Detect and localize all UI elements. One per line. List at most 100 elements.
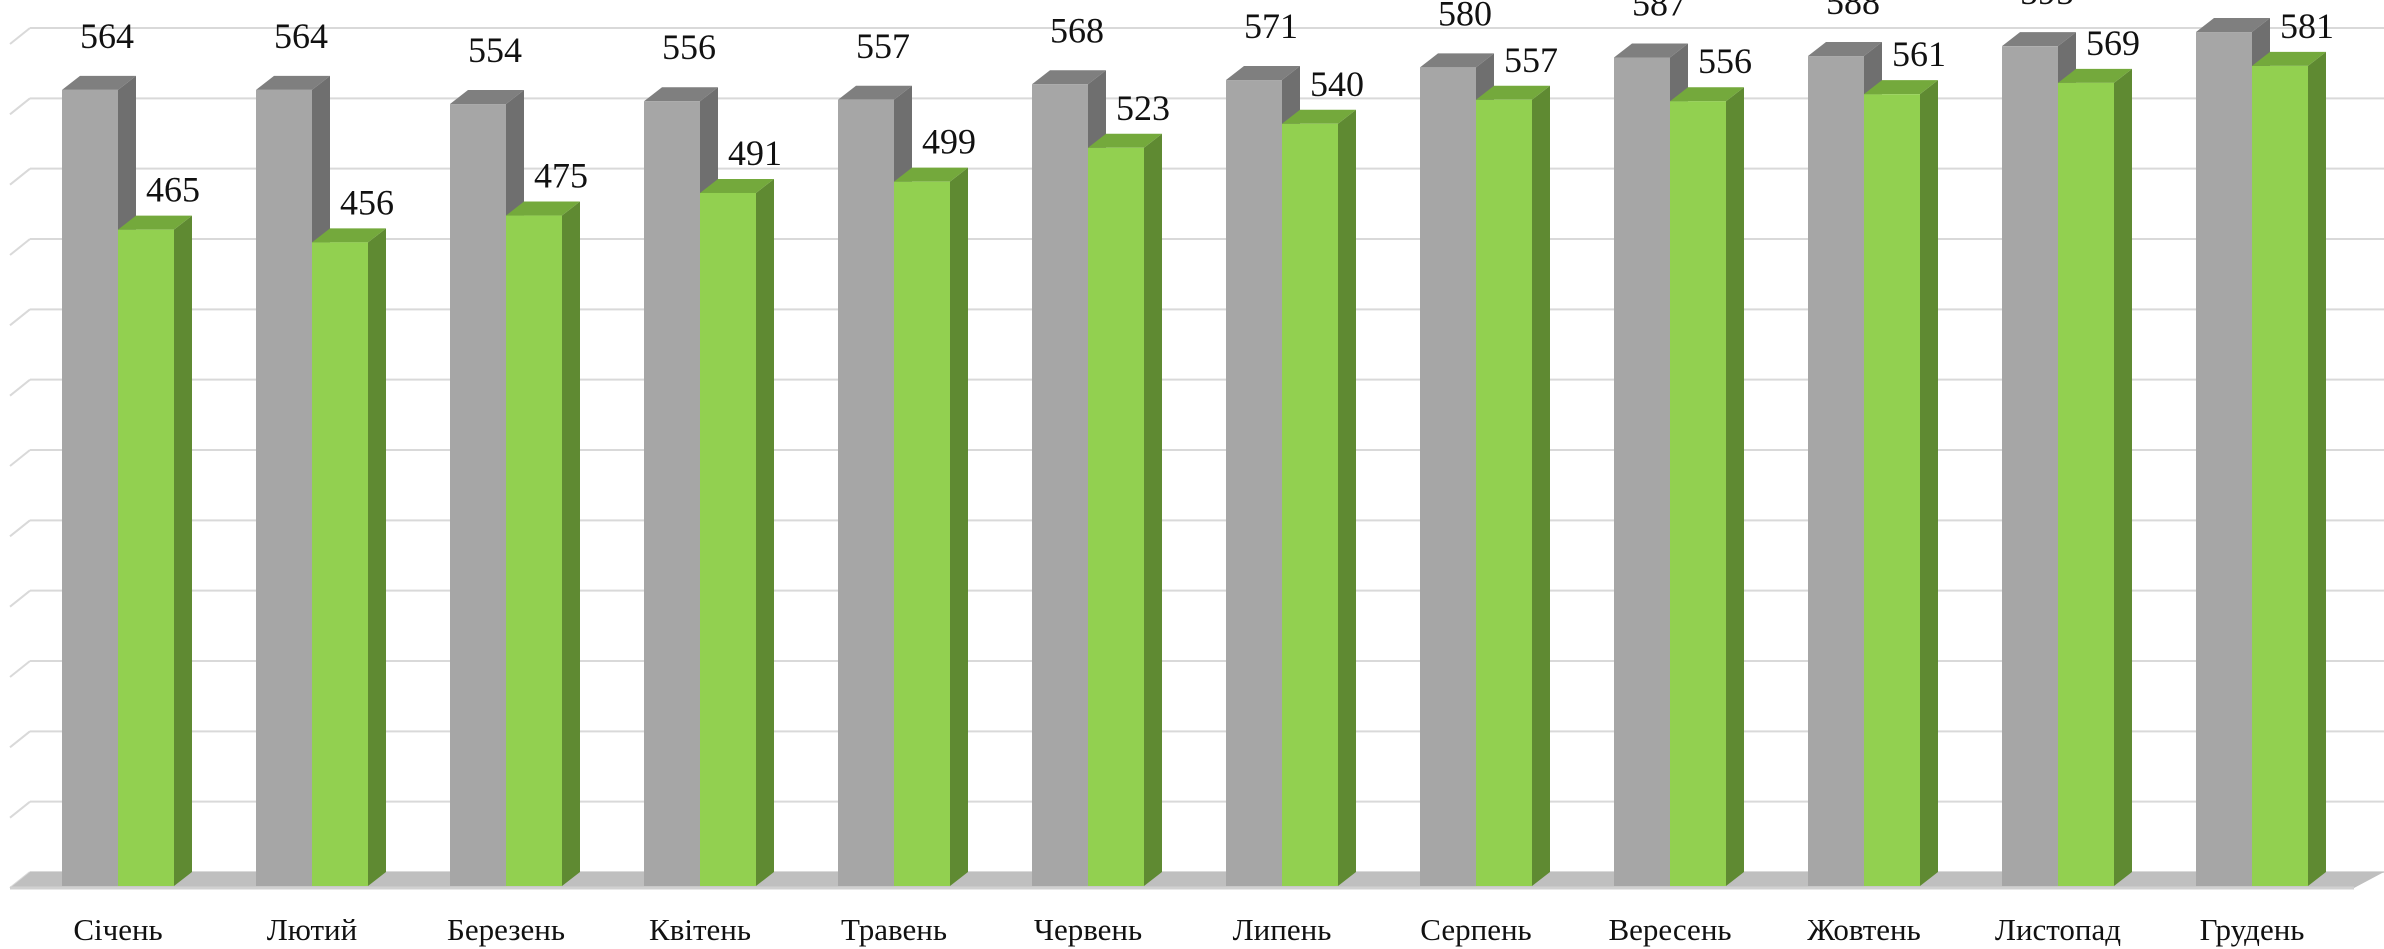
gridline-side xyxy=(9,589,31,608)
bar-s1-10-top xyxy=(2002,32,2076,47)
bar-s1-9-front xyxy=(1808,56,1864,886)
bars xyxy=(62,18,2326,887)
bar-s2-8-side xyxy=(1726,87,1744,887)
bar-s2-0-side xyxy=(174,215,192,886)
bar-s2-9-top xyxy=(1864,80,1938,95)
bar-s1-3-front xyxy=(644,101,700,887)
data-label-s2-5: 523 xyxy=(1116,88,1170,128)
data-label-s2-9: 561 xyxy=(1892,34,1946,74)
data-label-s2-2: 475 xyxy=(534,156,588,196)
bar-s2-6-side xyxy=(1338,109,1356,886)
bar-s2-2 xyxy=(506,201,580,886)
bar-s1-9-top xyxy=(1808,42,1882,57)
data-label-s2-7: 557 xyxy=(1504,40,1558,80)
bar-s2-5-side xyxy=(1144,133,1162,887)
bar-s2-2-side xyxy=(562,201,580,886)
bar-s2-0-top xyxy=(118,215,192,230)
bar-s2-11-top xyxy=(2252,51,2326,66)
x-tick-label: Серпень xyxy=(1420,912,1531,947)
gridline-side xyxy=(9,167,31,186)
bar-s2-4-side xyxy=(950,167,968,886)
bar-s1-1-top xyxy=(256,75,330,90)
bar-s2-10-top xyxy=(2058,68,2132,83)
x-tick-label: Березень xyxy=(447,912,565,947)
data-label-s1-0: 564 xyxy=(80,16,134,56)
bar-s2-3-front xyxy=(700,192,756,886)
bar-s2-10-front xyxy=(2058,82,2114,887)
bar-s1-7-top xyxy=(1420,53,1494,68)
data-label-s1-9: 588 xyxy=(1826,0,1880,22)
x-tick-label: Грудень xyxy=(2200,912,2305,947)
bar-s2-11-side xyxy=(2308,51,2326,886)
bar-s2-11-front xyxy=(2252,65,2308,886)
x-tick-label: Квітень xyxy=(649,912,751,947)
bar-s1-7-front xyxy=(1420,67,1476,887)
bar-s2-7-side xyxy=(1532,85,1550,886)
data-label-s2-8: 556 xyxy=(1698,41,1752,81)
bar-s2-3 xyxy=(700,178,774,886)
gridline-side xyxy=(9,378,31,397)
bar-s1-4-top xyxy=(838,85,912,100)
bar-s1-4-front xyxy=(838,99,894,886)
x-tick-label: Жовтень xyxy=(1807,912,1921,947)
gridline-side xyxy=(9,519,31,538)
gridline-side xyxy=(9,97,31,116)
x-tick-label: Вересень xyxy=(1608,912,1731,947)
bar-s1-6-top xyxy=(1226,66,1300,81)
bar-s1-1-front xyxy=(256,89,312,887)
data-label-s1-5: 568 xyxy=(1050,10,1104,50)
bar-s1-11-front xyxy=(2196,32,2252,887)
bar-s1-11-top xyxy=(2196,18,2270,33)
x-tick-label: Лютий xyxy=(267,912,358,947)
chart-floor xyxy=(10,872,2384,890)
bar-s2-9-front xyxy=(1864,94,1920,886)
bar-s2-6-front xyxy=(1282,123,1338,886)
x-tick-label: Січень xyxy=(73,912,162,947)
bar-s1-5-top xyxy=(1032,70,1106,85)
bar-s2-1-side xyxy=(368,228,386,887)
bar-s1-8-front xyxy=(1614,57,1670,887)
bar-s2-7 xyxy=(1476,85,1550,886)
floor-plane xyxy=(10,872,2384,888)
data-label-s2-0: 465 xyxy=(146,170,200,210)
bar-s2-0 xyxy=(118,215,192,886)
bar-s2-3-side xyxy=(756,178,774,886)
category-axis: Січень Лютий Березень Квітень Травень Червень… xyxy=(73,912,2304,947)
bar-s1-0-front xyxy=(62,89,118,887)
bar-s2-2-front xyxy=(506,215,562,886)
bar-s1-2-front xyxy=(450,104,506,887)
bar-s2-8-top xyxy=(1670,87,1744,102)
data-label-s1-1: 564 xyxy=(274,16,328,56)
gridline-side xyxy=(9,308,31,327)
bar-s2-6 xyxy=(1282,109,1356,886)
x-tick-label: Червень xyxy=(1034,912,1142,947)
bar-s2-2-top xyxy=(506,201,580,216)
bar-s1-8-top xyxy=(1614,43,1688,58)
gridline-side xyxy=(9,660,31,678)
bar-s2-4-front xyxy=(894,181,950,886)
x-tick-label: Листопад xyxy=(1995,912,2121,947)
data-label-s2-10: 569 xyxy=(2086,23,2140,63)
bar-s2-4 xyxy=(894,167,968,886)
data-label-s1-6: 571 xyxy=(1244,6,1298,46)
bar-s2-9 xyxy=(1864,80,1938,886)
x-tick-label: Травень xyxy=(841,912,947,947)
bar-s2-8-front xyxy=(1670,101,1726,887)
data-labels: 564 465 564 456 554 475 556 491 557 499 568 523 571 5… xyxy=(80,0,2334,222)
bar-s1-0-top xyxy=(62,75,136,90)
data-label-s2-11: 581 xyxy=(2280,6,2334,46)
data-label-s1-2: 554 xyxy=(468,30,522,70)
data-label-s2-3: 491 xyxy=(728,133,782,173)
bar-s2-7-top xyxy=(1476,85,1550,100)
gridline-side xyxy=(9,449,31,467)
bar-s2-5-front xyxy=(1088,147,1144,887)
data-label-s2-4: 499 xyxy=(922,122,976,162)
gridline-side xyxy=(9,730,31,749)
data-label-s1-10: 595 xyxy=(2020,0,2074,12)
gridline-side xyxy=(9,27,31,45)
data-label-s2-1: 456 xyxy=(340,182,394,222)
data-label-s1-3: 556 xyxy=(662,27,716,67)
bar-s1-10-front xyxy=(2002,46,2058,887)
